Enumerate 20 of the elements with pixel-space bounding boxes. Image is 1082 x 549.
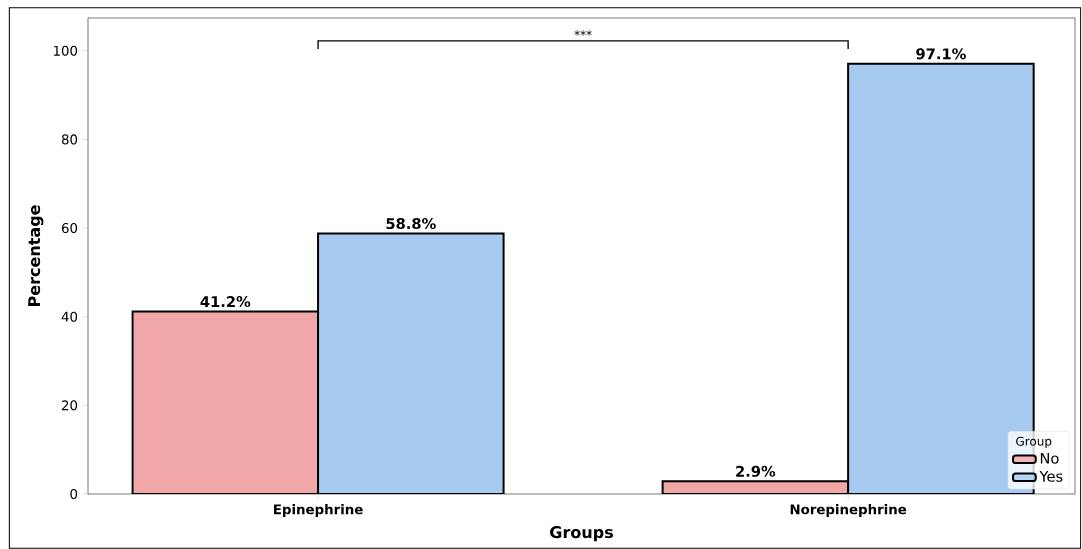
legend-label: No xyxy=(1040,452,1059,464)
bar xyxy=(131,310,320,494)
x-tick-label: Norepinephrine xyxy=(790,504,907,517)
x-axis-title: Groups xyxy=(550,526,613,542)
y-tick-label: 80 xyxy=(61,134,78,145)
y-axis-title: Percentage xyxy=(28,205,44,306)
data-label: 97.1% xyxy=(916,48,966,60)
data-label: 41.2% xyxy=(200,296,251,308)
y-tick-label: 100 xyxy=(53,45,78,56)
bar xyxy=(317,232,505,494)
data-label: 58.8% xyxy=(386,218,436,230)
y-tick-label: 40 xyxy=(61,311,78,322)
legend-title: Group xyxy=(1016,436,1052,449)
data-label: 2.9% xyxy=(736,465,776,477)
y-tick-label: 20 xyxy=(61,400,78,411)
y-tick-label: 60 xyxy=(61,223,78,234)
x-tick-label: Epinephrine xyxy=(274,504,363,517)
y-tick-label: 0 xyxy=(70,488,78,500)
annotation: *** xyxy=(574,30,592,36)
legend-label: Yes xyxy=(1039,470,1063,482)
